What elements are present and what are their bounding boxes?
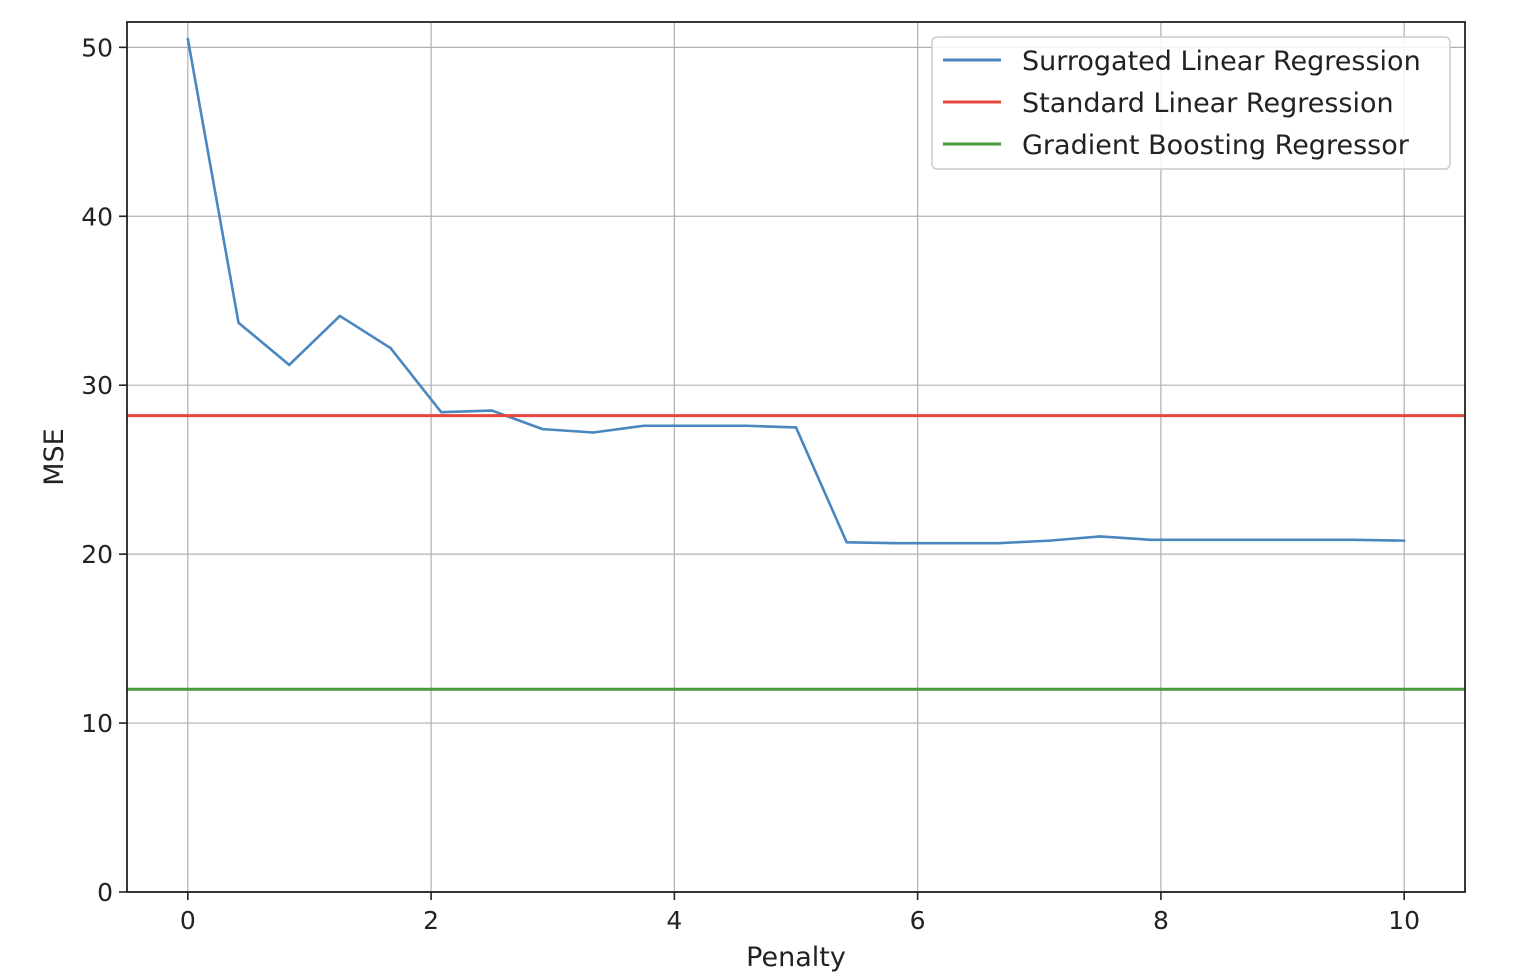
legend-items: Surrogated Linear Regression Standard Lin…: [943, 46, 1421, 161]
surrogated-linear-regression-point: [845, 541, 848, 544]
surrogated-linear-regression-point: [693, 424, 696, 428]
surrogated-linear-regression-point: [744, 424, 747, 428]
y-tick-label: 50: [81, 33, 113, 62]
surrogated-linear-regression-point: [997, 541, 1001, 545]
surrogated-linear-regression-point: [591, 431, 595, 434]
surrogated-linear-regression-point: [946, 541, 950, 545]
surrogated-linear-regression-point: [1098, 535, 1102, 538]
y-tick-label: 0: [97, 878, 113, 907]
legend: Surrogated Linear Regression Standard Lin…: [931, 36, 1451, 170]
legend-label-standard-linear-regression: Standard Linear Regression: [1022, 88, 1394, 119]
surrogated-linear-regression-point: [490, 409, 494, 412]
y-tick-label: 40: [81, 202, 113, 231]
surrogated-linear-regression-point: [389, 346, 392, 350]
surrogated-linear-regression-point: [1200, 538, 1203, 542]
y-tick-label: 20: [81, 540, 113, 569]
surrogated-linear-regression-point: [1301, 538, 1305, 542]
surrogated-linear-regression-point: [642, 424, 646, 428]
surrogated-linear-regression-point: [439, 410, 443, 414]
surrogated-linear-regression-point: [186, 37, 190, 41]
surrogated-linear-regression-point: [287, 363, 291, 367]
surrogated-linear-regression-point: [1250, 538, 1254, 542]
surrogated-linear-regression-point: [896, 541, 899, 545]
x-axis-label: Penalty: [746, 942, 846, 973]
legend-box: [931, 36, 1451, 170]
surrogated-linear-regression-point: [338, 314, 342, 318]
surrogated-linear-regression-point: [237, 321, 240, 324]
x-tick-label: 0: [180, 906, 196, 935]
x-tick-label: 4: [666, 906, 682, 935]
y-axis-label: MSE: [39, 428, 70, 486]
surrogated-linear-regression-point: [1048, 539, 1051, 542]
legend-label-gradient-boosting-regressor: Gradient Boosting Regressor: [1022, 130, 1410, 161]
plot-frame: [126, 21, 1466, 893]
legend-label-surrogated-linear-regression: Surrogated Linear Regression: [1022, 46, 1421, 77]
surrogated-linear-regression-point: [1149, 538, 1153, 542]
series-layer: [127, 37, 1465, 691]
x-tick-label: 6: [910, 906, 926, 935]
surrogated-linear-regression-point: [1352, 538, 1355, 542]
x-tick-label: 2: [423, 906, 439, 935]
y-tick-label: 30: [81, 371, 113, 400]
x-tick-label: 8: [1153, 906, 1169, 935]
tick-layer: 0 2 4 6 8 10 0 10 20 30 40 50: [81, 33, 1420, 935]
surrogated-linear-regression-point: [541, 427, 544, 431]
x-tick-label: 10: [1388, 906, 1420, 935]
surrogated-linear-regression-point: [1402, 539, 1406, 542]
y-tick-label: 10: [81, 709, 113, 738]
surrogated-linear-regression-point: [794, 426, 798, 429]
